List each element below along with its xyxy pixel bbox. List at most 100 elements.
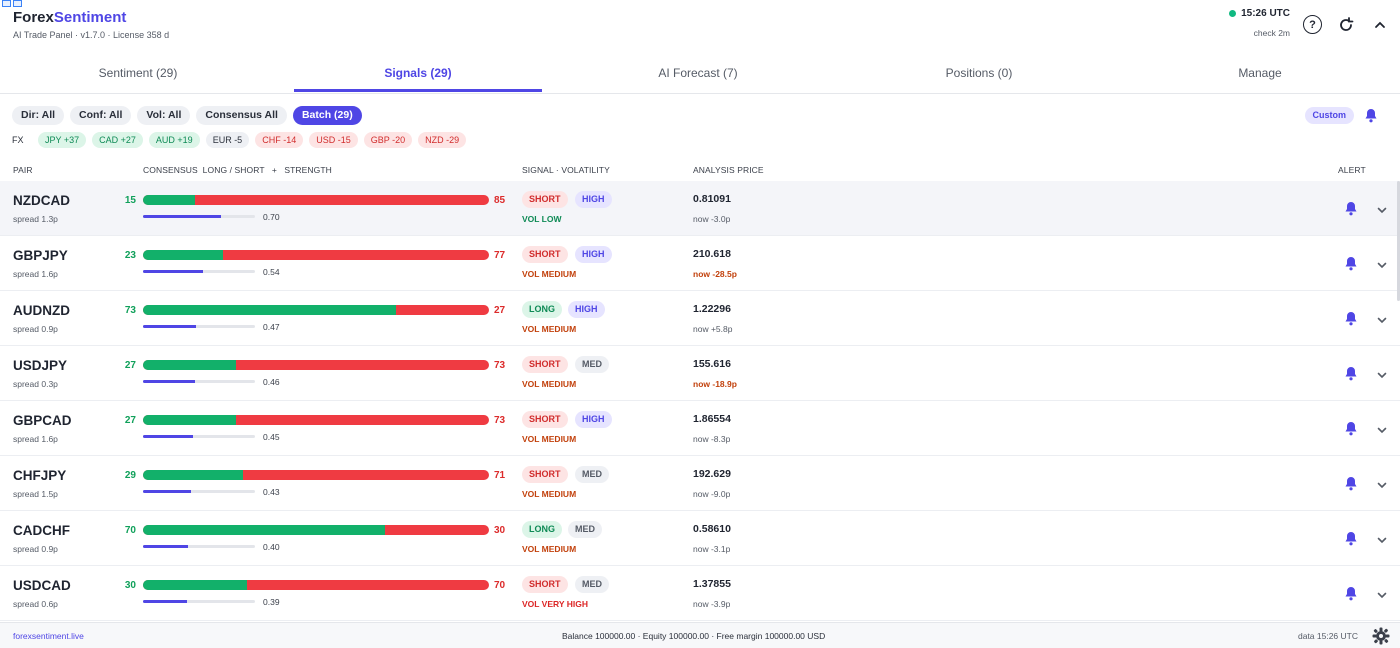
analysis-price: 155.616 <box>693 358 731 370</box>
table-row[interactable]: NZDCAD spread 1.3p 15 85 0.70 SHORT HIGH VOL LO… <box>0 181 1400 236</box>
tab-sentiment[interactable]: Sentiment (29) <box>98 66 178 80</box>
chevron-down-icon[interactable] <box>1376 258 1388 276</box>
bell-icon[interactable] <box>1344 366 1358 386</box>
help-icon[interactable]: ? <box>1303 15 1322 34</box>
fx-chip-chf[interactable]: CHF -14 <box>255 132 304 148</box>
account-summary: Balance 100000.00 · Equity 100000.00 · F… <box>562 631 826 641</box>
fx-chip-cad[interactable]: CAD +27 <box>92 132 143 148</box>
pair-symbol: CHFJPY <box>13 468 67 483</box>
signal-badge: SHORT <box>522 246 568 263</box>
price-delta: now +5.8p <box>693 324 733 334</box>
signal-badge: SHORT <box>522 466 568 483</box>
flag-icon <box>13 0 22 7</box>
chevron-down-icon[interactable] <box>1376 423 1388 441</box>
signal-badge: SHORT <box>522 576 568 593</box>
consensus-bar <box>143 195 489 205</box>
fx-chip-jpy[interactable]: JPY +37 <box>38 132 87 148</box>
consensus-bar-long <box>143 305 396 315</box>
scrollbar[interactable] <box>1397 181 1400 301</box>
check-interval: check 2m <box>1253 28 1290 38</box>
bell-icon[interactable] <box>1344 256 1358 276</box>
strength-bar-fill <box>143 600 187 603</box>
bell-icon[interactable] <box>1344 311 1358 331</box>
strength-value: 0.39 <box>263 597 280 607</box>
chevron-down-icon[interactable] <box>1376 203 1388 221</box>
table-row[interactable]: USDCAD spread 0.6p 30 70 0.39 SHORT MED VOL VER… <box>0 566 1400 621</box>
signals-table: NZDCAD spread 1.3p 15 85 0.70 SHORT HIGH VOL LO… <box>0 181 1400 621</box>
volatility-badge: HIGH <box>568 301 605 318</box>
analysis-price: 0.58610 <box>693 523 731 535</box>
bell-icon[interactable] <box>1344 531 1358 551</box>
analysis-price: 1.37855 <box>693 578 731 590</box>
custom-button[interactable]: Custom <box>1304 107 1354 124</box>
table-row[interactable]: AUDNZD spread 0.9p 73 27 0.47 LONG HIGH VOL MED… <box>0 291 1400 346</box>
strength-value: 0.70 <box>263 212 280 222</box>
chevron-up-icon[interactable] <box>1370 15 1389 34</box>
bell-icon[interactable] <box>1344 586 1358 606</box>
strength-value: 0.54 <box>263 267 280 277</box>
long-percent: 70 <box>124 525 136 536</box>
footer: forexsentiment.live Balance 100000.00 · … <box>0 622 1400 648</box>
strength-value: 0.43 <box>263 487 280 497</box>
bell-icon[interactable] <box>1364 108 1378 128</box>
bell-icon[interactable] <box>1344 201 1358 221</box>
filter-volatility[interactable]: Vol: All <box>137 106 191 125</box>
column-header-signal: SIGNAL · VOLATILITY <box>522 165 610 175</box>
fx-chip-usd[interactable]: USD -15 <box>309 132 358 148</box>
site-link[interactable]: forexsentiment.live <box>13 631 84 641</box>
chevron-down-icon[interactable] <box>1376 313 1388 331</box>
consensus-bar <box>143 305 489 315</box>
chevron-down-icon[interactable] <box>1376 368 1388 386</box>
consensus-bar <box>143 470 489 480</box>
pair-spread: spread 1.5p <box>13 489 58 499</box>
table-row[interactable]: CADCHF spread 0.9p 70 30 0.40 LONG MED VOL MEDI… <box>0 511 1400 566</box>
price-delta: now -8.3p <box>693 434 731 444</box>
refresh-icon[interactable] <box>1336 15 1355 34</box>
strength-bar-fill <box>143 490 192 493</box>
consensus-bar-long <box>143 525 386 535</box>
tab-signals[interactable]: Signals (29) <box>294 58 542 92</box>
pair-spread: spread 1.3p <box>13 214 58 224</box>
filter-direction[interactable]: Dir: All <box>12 106 65 125</box>
gear-icon[interactable] <box>1372 627 1390 648</box>
analysis-price: 210.618 <box>693 248 731 260</box>
chevron-down-icon[interactable] <box>1376 533 1388 551</box>
analysis-price: 1.22296 <box>693 303 731 315</box>
bell-icon[interactable] <box>1344 421 1358 441</box>
strength-value: 0.46 <box>263 377 280 387</box>
table-row[interactable]: CHFJPY spread 1.5p 29 71 0.43 SHORT MED VOL MED… <box>0 456 1400 511</box>
fx-chip-gbp[interactable]: GBP -20 <box>363 132 413 148</box>
tab-positions[interactable]: Positions (0) <box>945 66 1013 80</box>
window-corner-icons <box>2 0 22 7</box>
short-percent: 71 <box>494 470 506 481</box>
bell-icon[interactable] <box>1344 476 1358 496</box>
tab-manage[interactable]: Manage <box>1238 66 1282 80</box>
pair-symbol: AUDNZD <box>13 303 70 318</box>
signal-badge: SHORT <box>522 191 568 208</box>
fx-chip-aud[interactable]: AUD +19 <box>148 132 200 148</box>
strength-bar <box>143 270 255 273</box>
volatility-badge: HIGH <box>575 246 612 263</box>
volatility-badge: MED <box>575 466 609 483</box>
consensus-bar-long <box>143 470 244 480</box>
fx-chip-nzd[interactable]: NZD -29 <box>418 132 467 148</box>
pair-spread: spread 0.9p <box>13 324 58 334</box>
filter-batch[interactable]: Batch (29) <box>292 106 362 125</box>
table-row[interactable]: GBPJPY spread 1.6p 23 77 0.54 SHORT HIGH VOL ME… <box>0 236 1400 291</box>
chevron-down-icon[interactable] <box>1376 588 1388 606</box>
volatility-badge: MED <box>575 356 609 373</box>
tab-ai-forecast[interactable]: AI Forecast (7) <box>658 66 738 80</box>
long-percent: 27 <box>124 360 136 371</box>
short-percent: 70 <box>494 580 506 591</box>
table-row[interactable]: USDJPY spread 0.3p 27 73 0.46 SHORT MED VOL MED… <box>0 346 1400 401</box>
table-row[interactable]: GBPCAD spread 1.6p 27 73 0.45 SHORT HIGH VOL ME… <box>0 401 1400 456</box>
filter-confidence[interactable]: Conf: All <box>70 106 132 125</box>
long-percent: 30 <box>124 580 136 591</box>
price-delta: now -28.5p <box>693 269 737 279</box>
fx-chip-eur[interactable]: EUR -5 <box>205 132 250 148</box>
filter-consensus[interactable]: Consensus All <box>196 106 287 125</box>
strength-bar <box>143 215 255 218</box>
consensus-bar-long <box>143 195 195 205</box>
chevron-down-icon[interactable] <box>1376 478 1388 496</box>
brand-accent: Sentiment <box>53 9 127 26</box>
